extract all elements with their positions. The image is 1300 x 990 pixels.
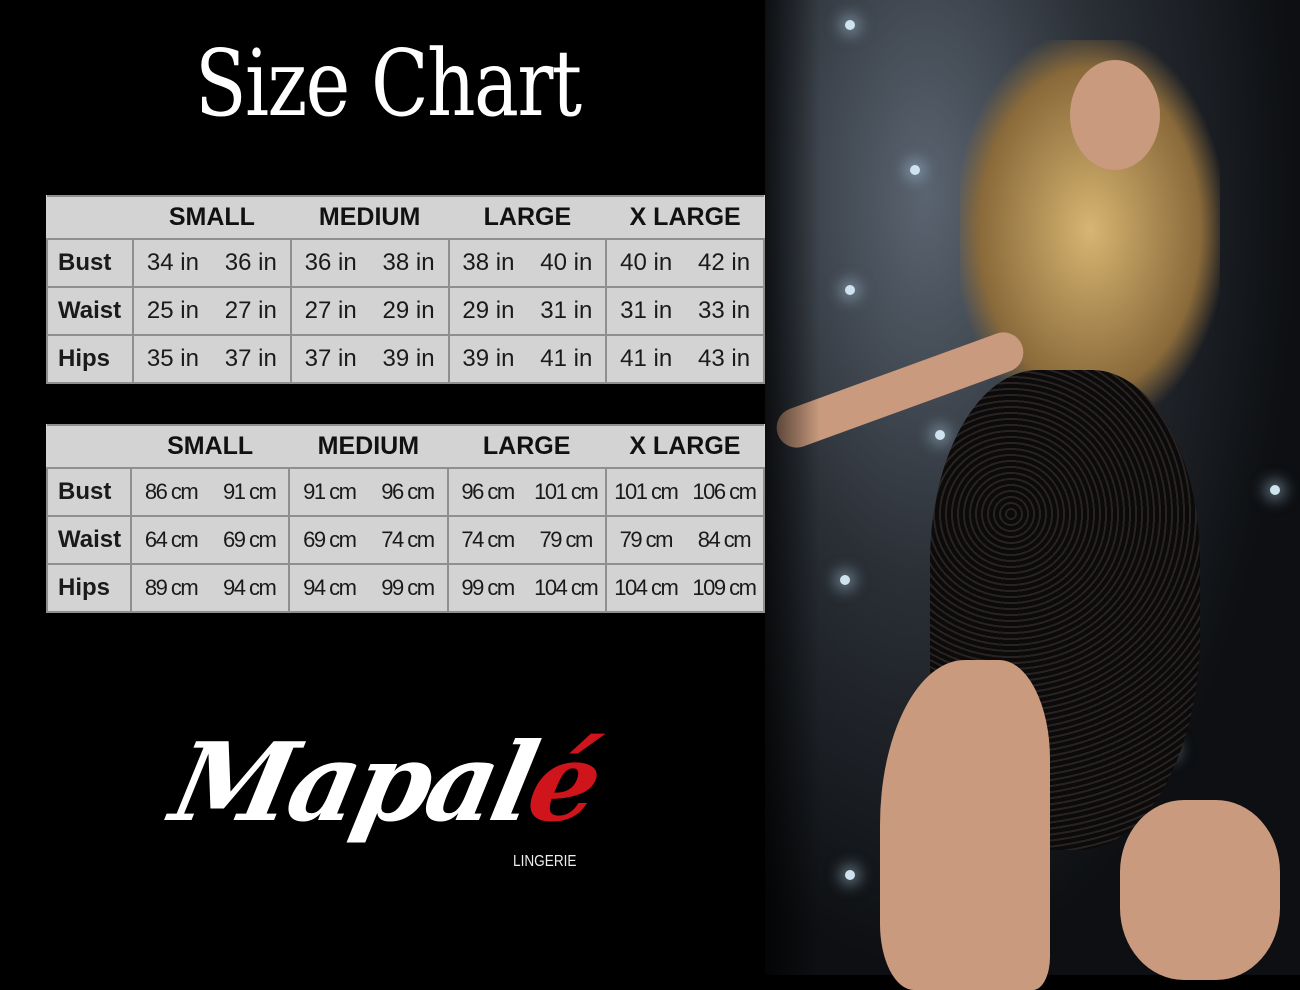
row-label: Bust — [46, 238, 134, 288]
size-header-xlarge: X LARGE — [605, 424, 764, 469]
measurement-min: 89 cm — [129, 563, 211, 613]
measurement-max: 41 in — [527, 334, 608, 384]
measurement-max: 109 cm — [684, 563, 766, 613]
brand-logo: Mapalé LINGERIE — [162, 720, 615, 880]
measurement-max: 39 in — [369, 334, 450, 384]
logo-name: Mapal — [161, 720, 545, 846]
size-header-small: SMALL — [133, 195, 291, 240]
tuft-button — [845, 870, 855, 880]
measurement-min: 101 cm — [604, 467, 685, 517]
measurement-min: 31 in — [605, 286, 686, 336]
row-label: Hips — [46, 563, 132, 613]
measurement-min: 38 in — [447, 238, 528, 288]
measurement-max: 27 in — [211, 286, 292, 336]
measurement-min: 41 in — [605, 334, 686, 384]
measurement-max: 36 in — [211, 238, 292, 288]
size-header-large: LARGE — [448, 195, 607, 240]
size-header-medium: MEDIUM — [289, 424, 448, 469]
measurement-min: 36 in — [289, 238, 370, 288]
tuft-button — [1270, 485, 1280, 495]
measurement-max: 96 cm — [368, 467, 449, 517]
tuft-button — [840, 575, 850, 585]
measurement-min: 96 cm — [446, 467, 527, 517]
table-row-bust: Bust 34 in 36 in 36 in 38 in 38 in 40 in 40 in 4… — [46, 238, 765, 288]
measurement-max: 74 cm — [368, 515, 449, 565]
model-figure — [770, 40, 1280, 990]
header-empty — [47, 424, 131, 469]
measurement-min: 29 in — [447, 286, 528, 336]
measurement-max: 99 cm — [368, 563, 449, 613]
logo-wordmark: Mapalé — [162, 720, 610, 846]
tuft-button — [845, 285, 855, 295]
page-title: Size Chart — [195, 30, 582, 137]
table-row-hips: Hips 89 cm 94 cm 94 cm 99 cm 99 cm 104 cm 104 c… — [46, 563, 766, 613]
tuft-button — [910, 165, 920, 175]
size-header-large: LARGE — [447, 424, 606, 469]
measurement-min: 64 cm — [129, 515, 211, 565]
measurement-max: 91 cm — [210, 467, 291, 517]
measurement-min: 69 cm — [288, 515, 369, 565]
tuft-button — [845, 20, 855, 30]
measurement-max: 106 cm — [684, 467, 766, 517]
table-row-bust: Bust 86 cm 91 cm 91 cm 96 cm 96 cm 101 cm 101 c… — [46, 467, 766, 517]
measurement-min: 35 in — [132, 334, 212, 384]
size-header-small: SMALL — [131, 424, 290, 469]
logo-subtitle: LINGERIE — [513, 853, 577, 870]
size-table-cm: SMALL MEDIUM LARGE X LARGE Bust 86 cm 91 c… — [46, 424, 766, 613]
header-empty — [47, 195, 133, 240]
measurement-max: 84 cm — [684, 515, 766, 565]
measurement-max: 104 cm — [526, 563, 607, 613]
size-table-inches: SMALL MEDIUM LARGE X LARGE Bust 34 in 36 i… — [46, 195, 765, 384]
size-header-row: SMALL MEDIUM LARGE X LARGE — [47, 424, 764, 469]
measurement-max: 40 in — [527, 238, 608, 288]
measurement-max: 33 in — [685, 286, 765, 336]
measurement-max: 37 in — [211, 334, 292, 384]
tuft-button — [935, 430, 945, 440]
measurement-min: 27 in — [289, 286, 370, 336]
measurement-min: 104 cm — [604, 563, 685, 613]
row-label: Hips — [46, 334, 134, 384]
measurement-max: 42 in — [685, 238, 765, 288]
measurement-min: 99 cm — [446, 563, 527, 613]
measurement-min: 25 in — [132, 286, 212, 336]
measurement-min: 79 cm — [604, 515, 685, 565]
measurement-min: 34 in — [132, 238, 212, 288]
measurement-max: 31 in — [527, 286, 608, 336]
table-row-waist: Waist 25 in 27 in 27 in 29 in 29 in 31 in 31 in… — [46, 286, 765, 336]
measurement-min: 39 in — [447, 334, 528, 384]
row-label: Waist — [46, 515, 132, 565]
measurement-min: 91 cm — [288, 467, 369, 517]
measurement-max: 101 cm — [526, 467, 607, 517]
measurement-max: 79 cm — [526, 515, 607, 565]
measurement-max: 43 in — [685, 334, 765, 384]
measurement-min: 74 cm — [446, 515, 527, 565]
measurement-max: 38 in — [369, 238, 450, 288]
size-header-row: SMALL MEDIUM LARGE X LARGE — [47, 195, 764, 240]
table-row-hips: Hips 35 in 37 in 37 in 39 in 39 in 41 in 41 in 4… — [46, 334, 765, 384]
size-header-xlarge: X LARGE — [606, 195, 764, 240]
measurement-max: 94 cm — [210, 563, 291, 613]
measurement-max: 69 cm — [210, 515, 291, 565]
table-row-waist: Waist 64 cm 69 cm 69 cm 74 cm 74 cm 79 cm 79 cm… — [46, 515, 766, 565]
measurement-min: 37 in — [289, 334, 370, 384]
measurement-max: 29 in — [369, 286, 450, 336]
row-label: Bust — [46, 467, 132, 517]
measurement-min: 86 cm — [129, 467, 211, 517]
measurement-min: 94 cm — [288, 563, 369, 613]
size-header-medium: MEDIUM — [290, 195, 449, 240]
measurement-min: 40 in — [605, 238, 686, 288]
row-label: Waist — [46, 286, 134, 336]
